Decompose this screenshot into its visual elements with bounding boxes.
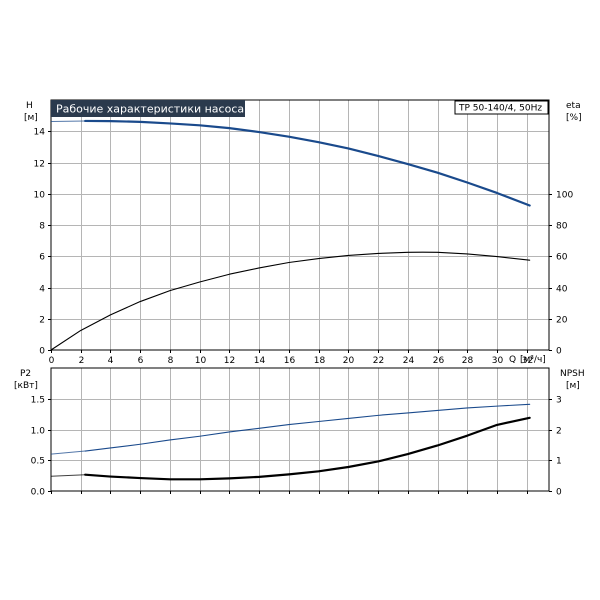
upper-y-left-tick-label: 0 bbox=[39, 347, 45, 357]
head-axis-label: H bbox=[26, 101, 33, 111]
upper-x-tick-label: 26 bbox=[433, 356, 445, 366]
lower-y-right-tick-label: 0 bbox=[556, 488, 562, 498]
eta-axis-label: eta bbox=[566, 101, 581, 111]
lower-plot-frame bbox=[50, 367, 550, 492]
upper-y-left-tick-label: 10 bbox=[34, 191, 46, 201]
upper-y-left-tick-label: 8 bbox=[39, 222, 45, 232]
lower-panel: P2 [кВт] NPSH [м] 0.0 0.5 1.0 1.5 0 1 2 3 bbox=[14, 367, 585, 498]
chart-title: Рабочие характеристики насоса bbox=[56, 103, 244, 116]
flow-axis-unit: [м³/ч] bbox=[520, 355, 546, 365]
head-axis-unit: [м] bbox=[24, 113, 38, 123]
upper-x-tick-label: 20 bbox=[343, 356, 355, 366]
upper-x-tick-label: 10 bbox=[195, 356, 207, 366]
upper-eta-curve bbox=[50, 251, 531, 351]
chart-title-background bbox=[51, 100, 245, 117]
upper-plot-frame bbox=[50, 99, 550, 351]
eta-axis-unit: [%] bbox=[566, 113, 582, 123]
pump-label-box: TP 50-140/4, 50Hz bbox=[454, 100, 549, 115]
upper-panel: Рабочие характеристики насоса TP 50-140/… bbox=[24, 99, 582, 367]
upper-x-tick-label: 6 bbox=[138, 356, 144, 366]
lower-gridlines bbox=[48, 368, 552, 494]
upper-y-left-tick-label: 4 bbox=[39, 285, 45, 295]
upper-series bbox=[50, 119, 531, 351]
lower-y-right-tick-label: 3 bbox=[556, 396, 562, 406]
pump-label-frame bbox=[454, 100, 549, 115]
upper-x-tick-label: 24 bbox=[403, 356, 415, 366]
power-axis-label: P2 bbox=[20, 369, 31, 379]
upper-y-left-tick-label: 14 bbox=[34, 128, 46, 138]
chart-title-box: Рабочие характеристики насоса bbox=[51, 100, 245, 117]
upper-x-tick-label: 0 bbox=[49, 356, 55, 366]
upper-x-tick-label: 4 bbox=[108, 356, 114, 366]
upper-y-right-tick-label: 40 bbox=[556, 285, 568, 295]
upper-x-tick-label: 22 bbox=[373, 356, 384, 366]
lower-tick-labels: 0.0 0.5 1.0 1.5 0 1 2 3 bbox=[31, 396, 562, 498]
lower-power-curve bbox=[84, 403, 531, 452]
lower-power-curve-extension bbox=[50, 450, 86, 455]
upper-x-tick-label: 14 bbox=[254, 356, 266, 366]
upper-x-tick-label: 28 bbox=[462, 356, 474, 366]
lower-y-left-tick-label: 0.0 bbox=[31, 488, 46, 498]
npsh-axis-unit: [м] bbox=[566, 381, 580, 391]
power-axis-unit: [кВт] bbox=[14, 381, 38, 391]
upper-x-tick-label: 30 bbox=[492, 356, 504, 366]
upper-x-tick-label: 18 bbox=[314, 356, 326, 366]
lower-y-left-tick-label: 0.5 bbox=[31, 457, 45, 467]
lower-y-left-tick-label: 1.5 bbox=[31, 396, 45, 406]
upper-x-tick-label: 8 bbox=[168, 356, 174, 366]
upper-y-left-tick-label: 6 bbox=[39, 253, 45, 263]
upper-y-right-tick-label: 0 bbox=[556, 347, 562, 357]
pump-label: TP 50-140/4, 50Hz bbox=[458, 104, 542, 114]
upper-x-tick-label: 16 bbox=[284, 356, 296, 366]
upper-y-left-tick-label: 2 bbox=[39, 316, 45, 326]
upper-head-curve bbox=[84, 119, 531, 207]
upper-tick-labels: 0 2 4 6 8 10 12 14 16 18 20 22 24 26 28 30 3202468101214… bbox=[34, 128, 574, 367]
upper-gridlines bbox=[48, 100, 552, 353]
upper-head-curve-extension bbox=[50, 120, 86, 123]
npsh-axis-label: NPSH bbox=[560, 369, 585, 379]
upper-y-right-tick-label: 60 bbox=[556, 253, 568, 263]
upper-y-right-tick-label: 80 bbox=[556, 222, 568, 232]
lower-npsh-curve-extension bbox=[50, 474, 86, 477]
upper-y-left-tick-label: 12 bbox=[34, 160, 45, 170]
lower-y-right-tick-label: 2 bbox=[556, 427, 562, 437]
lower-npsh-curve bbox=[84, 416, 531, 481]
upper-x-tick-label: 12 bbox=[224, 356, 235, 366]
upper-x-tick-label: 2 bbox=[79, 356, 85, 366]
flow-axis-label: Q bbox=[509, 355, 516, 365]
lower-y-right-tick-label: 1 bbox=[556, 457, 562, 467]
upper-y-right-tick-label: 20 bbox=[556, 316, 568, 326]
upper-y-right-tick-label: 100 bbox=[556, 191, 573, 201]
upper-x-tick-label: 32 bbox=[522, 356, 533, 366]
lower-series bbox=[50, 403, 531, 481]
lower-y-left-tick-label: 1.0 bbox=[31, 427, 46, 437]
